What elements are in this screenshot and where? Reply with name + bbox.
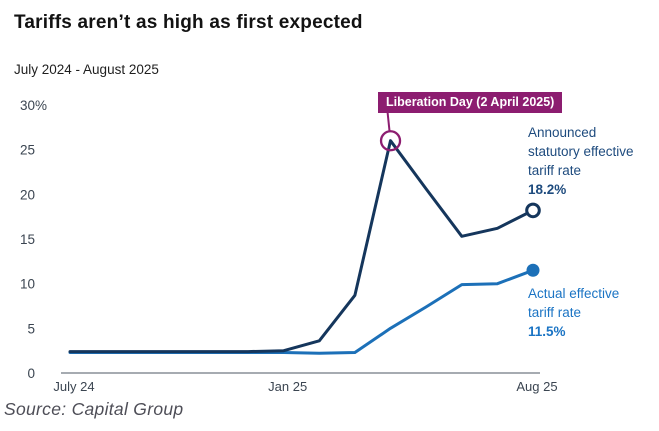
y-axis-labels: 30% 25 20 15 10 5 0 bbox=[20, 98, 47, 381]
liberation-day-peak-marker bbox=[379, 130, 402, 152]
announced-annotation-line: tariff rate bbox=[528, 163, 582, 178]
actual-end-marker bbox=[526, 263, 540, 277]
y-axis-label: 0 bbox=[27, 366, 35, 381]
source-note: Source: Capital Group bbox=[4, 399, 184, 419]
actual-line bbox=[68, 268, 535, 355]
actual-annotation-line: tariff rate bbox=[528, 305, 582, 320]
y-axis-label: 15 bbox=[20, 232, 35, 247]
actual-value-label: 11.5% bbox=[528, 324, 566, 339]
announced-annotation: Announced statutory effective tariff rat… bbox=[528, 123, 634, 199]
x-axis-label: Aug 25 bbox=[516, 379, 557, 394]
announced-line bbox=[68, 139, 535, 354]
announced-end-marker bbox=[525, 202, 541, 219]
actual-annotation: Actual effective tariff rate 11.5% bbox=[528, 284, 619, 341]
y-axis-label: 30% bbox=[20, 98, 47, 113]
y-axis-label: 10 bbox=[20, 277, 35, 292]
y-axis-label: 25 bbox=[20, 143, 35, 158]
announced-annotation-line: statutory effective bbox=[528, 144, 634, 159]
chart-title: Tariffs aren’t as high as first expected bbox=[14, 12, 363, 33]
y-axis-label: 20 bbox=[20, 187, 35, 202]
liberation-day-connector-line bbox=[386, 111, 391, 132]
liberation-day-badge: Liberation Day (2 April 2025) bbox=[378, 92, 563, 113]
announced-annotation-line: Announced bbox=[528, 125, 597, 140]
actual-annotation-line: Actual effective bbox=[528, 286, 620, 301]
x-axis-labels: July 24 Jan 25 Aug 25 bbox=[53, 379, 557, 394]
x-axis-label: July 24 bbox=[53, 379, 94, 394]
announced-value-label: 18.2% bbox=[528, 182, 567, 197]
chart-subtitle: July 2024 - August 2025 bbox=[14, 62, 159, 77]
y-axis-label: 5 bbox=[27, 321, 35, 336]
x-axis-label: Jan 25 bbox=[268, 379, 307, 394]
